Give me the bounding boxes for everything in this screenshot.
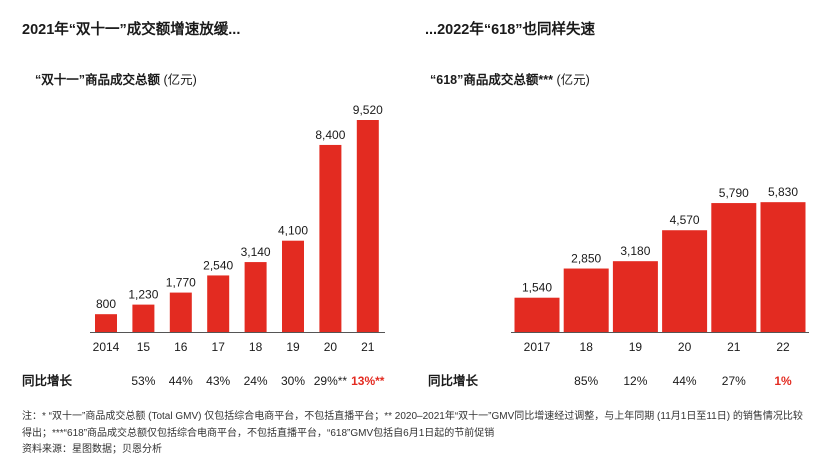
- left-growth-label-16: 44%: [169, 374, 193, 388]
- left-bar-20: [319, 144, 342, 332]
- left-growth-row-label: 同比增长: [22, 374, 73, 388]
- right-bar-20: [662, 230, 708, 332]
- right-chart-unit-label: (亿元): [556, 73, 590, 87]
- right-value-label-18: 2,850: [571, 252, 601, 266]
- right-bar-18: [563, 268, 609, 332]
- right-value-label-19: 3,180: [620, 244, 650, 258]
- left-chart-title: 2021年“双十一”成交额增速放缓...: [22, 22, 241, 38]
- right-category-label-18: 18: [580, 340, 594, 354]
- left-growth-label-15: 53%: [131, 374, 155, 388]
- left-value-label-20: 8,400: [315, 128, 345, 142]
- footnote-note: 注：* “双十一”商品成交总额 (Total GMV) 仅包括综合电商平台，不包…: [22, 411, 803, 439]
- right-value-label-2017: 1,540: [522, 281, 552, 295]
- right-chart-measure-label: “618”商品成交总额***: [430, 73, 553, 87]
- right-growth-label-19: 12%: [623, 374, 647, 388]
- left-growth-label-20: 29%**: [314, 374, 348, 388]
- footnote-source: 资料来源：星图数据；贝恩分析: [22, 444, 162, 455]
- right-bar-2017: [514, 297, 560, 332]
- left-category-label-20: 20: [324, 340, 338, 354]
- left-value-label-16: 1,770: [166, 276, 196, 290]
- left-bar-15: [132, 304, 155, 332]
- right-value-label-21: 5,790: [719, 186, 749, 200]
- right-growth-label-18: 85%: [574, 374, 598, 388]
- left-bar-18: [244, 262, 267, 332]
- left-growth-label-21: 13%**: [351, 374, 385, 388]
- left-category-label-15: 15: [137, 340, 151, 354]
- right-value-label-22: 5,830: [768, 185, 798, 199]
- left-category-label-2014: 2014: [93, 340, 120, 354]
- right-growth-row-label: 同比增长: [428, 374, 479, 388]
- left-category-label-16: 16: [174, 340, 188, 354]
- right-growth-label-21: 27%: [722, 374, 746, 388]
- right-bar-21: [711, 203, 757, 332]
- left-growth-label-18: 24%: [244, 374, 268, 388]
- right-category-label-19: 19: [629, 340, 643, 354]
- right-growth-label-20: 44%: [673, 374, 697, 388]
- right-chart-subtitle: “618”商品成交总额*** (亿元): [430, 71, 590, 89]
- left-chart-plot: 800 2014 1,230 15 53% 1,770 16 44% 2,540 17 43% 3,1…: [90, 103, 385, 388]
- right-chart-title: ...2022年“618”也同样失速: [425, 22, 596, 38]
- left-bar-17: [207, 275, 230, 332]
- left-value-label-18: 3,140: [241, 245, 271, 259]
- left-bar-19: [282, 240, 304, 332]
- left-value-label-21: 9,520: [353, 103, 383, 117]
- left-chart-unit-label: (亿元): [163, 73, 197, 87]
- right-category-label-2017: 2017: [524, 340, 551, 354]
- right-growth-label-22: 1%: [774, 374, 792, 388]
- left-value-label-15: 1,230: [128, 288, 158, 302]
- right-category-label-20: 20: [678, 340, 692, 354]
- left-bar-16: [169, 292, 192, 332]
- left-category-label-19: 19: [286, 340, 300, 354]
- right-bar-22: [760, 202, 806, 332]
- left-bar-2014: [95, 314, 117, 332]
- right-category-label-22: 22: [776, 340, 790, 354]
- footnote: 注：* “双十一”商品成交总额 (Total GMV) 仅包括综合电商平台，不包…: [22, 409, 807, 459]
- right-bar-19: [612, 261, 658, 332]
- left-bar-21: [356, 120, 379, 332]
- left-growth-label-19: 30%: [281, 374, 305, 388]
- left-chart-measure-label: “双十一”商品成交总额: [35, 73, 161, 87]
- left-value-label-2014: 800: [96, 297, 116, 311]
- right-chart-plot: 1,540 2017 2,850 18 85% 3,180 19 12% 4,570 20 44% 5…: [511, 185, 809, 388]
- left-chart-subtitle: “双十一”商品成交总额 (亿元): [35, 71, 197, 89]
- left-category-label-21: 21: [361, 340, 375, 354]
- left-category-label-17: 17: [212, 340, 226, 354]
- left-category-label-18: 18: [249, 340, 263, 354]
- right-category-label-21: 21: [727, 340, 741, 354]
- left-value-label-19: 4,100: [278, 224, 308, 238]
- left-growth-label-17: 43%: [206, 374, 230, 388]
- left-value-label-17: 2,540: [203, 258, 233, 272]
- right-value-label-20: 4,570: [670, 213, 700, 227]
